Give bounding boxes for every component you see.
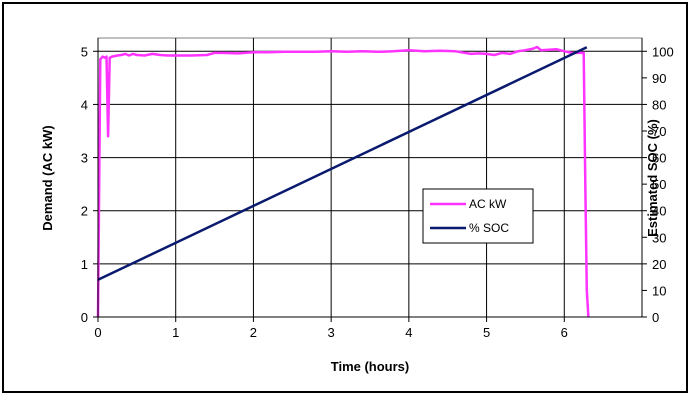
y2-tick-label: 20 [652, 257, 666, 272]
x-tick-label: 0 [94, 325, 101, 340]
x-tick-label: 5 [483, 325, 490, 340]
legend: AC kW % SOC [423, 189, 533, 243]
plot-area [98, 38, 642, 317]
y2-tick-label: 10 [652, 283, 666, 298]
y2-tick-label: 100 [652, 44, 674, 59]
x-tick-label: 2 [250, 325, 257, 340]
legend-label-soc: % SOC [469, 221, 509, 235]
y-tick-label: 0 [81, 310, 88, 325]
y-tick-label: 5 [81, 44, 88, 59]
y-tick-label: 4 [81, 97, 88, 112]
y-axis-title: Demand (AC kW) [40, 125, 55, 230]
x-tick-label: 1 [172, 325, 179, 340]
x-tick-label: 4 [405, 325, 412, 340]
x-axis-title: Time (hours) [331, 359, 410, 374]
y2-tick-label: 80 [652, 97, 666, 112]
y2-tick-label: 0 [652, 310, 659, 325]
legend-label-ac-kw: AC kW [469, 197, 507, 211]
x-tick-label: 3 [328, 325, 335, 340]
y-tick-label: 2 [81, 204, 88, 219]
x-tick-label: 6 [561, 325, 568, 340]
y2-axis-title: Estimated SOC (%) [645, 119, 660, 237]
y-tick-label: 3 [81, 151, 88, 166]
y-tick-label: 1 [81, 257, 88, 272]
y2-tick-label: 90 [652, 71, 666, 86]
